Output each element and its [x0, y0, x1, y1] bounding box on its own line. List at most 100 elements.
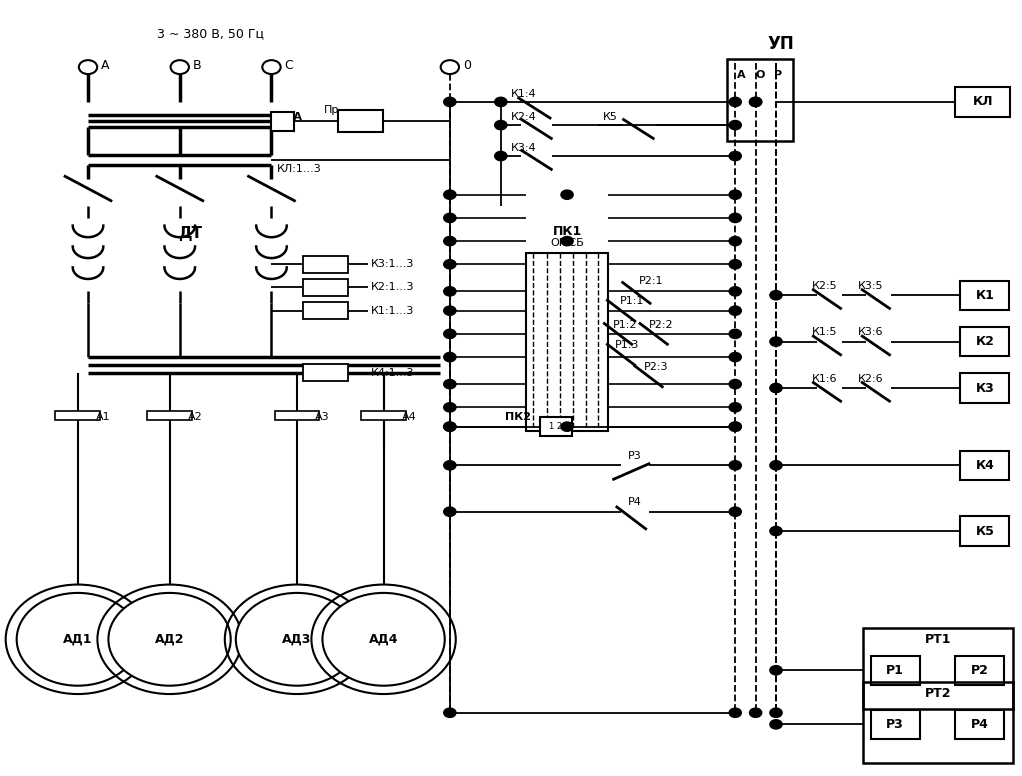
Text: О: О	[755, 70, 764, 80]
Circle shape	[444, 507, 456, 516]
Text: 1 2: 1 2	[549, 422, 562, 431]
Circle shape	[729, 352, 741, 362]
Bar	[961, 327, 1010, 356]
Bar	[304, 302, 347, 319]
Circle shape	[444, 213, 456, 223]
Text: Р3: Р3	[629, 451, 642, 461]
Circle shape	[444, 461, 456, 470]
Text: А: А	[737, 70, 746, 80]
Text: ПК2: ПК2	[505, 412, 530, 422]
Text: К3:5: К3:5	[857, 281, 883, 291]
Text: ДТ: ДТ	[178, 226, 202, 241]
Text: АД3: АД3	[282, 632, 312, 646]
Circle shape	[444, 352, 456, 362]
Circle shape	[729, 190, 741, 199]
Bar	[961, 373, 1010, 403]
Text: Р4: Р4	[971, 718, 988, 731]
Circle shape	[236, 593, 358, 686]
Circle shape	[444, 260, 456, 269]
Circle shape	[749, 97, 761, 106]
Text: Р2:3: Р2:3	[644, 362, 668, 372]
Text: К1:1...3: К1:1...3	[371, 306, 415, 316]
Text: ОМСБ: ОМСБ	[550, 238, 584, 248]
Text: К2:4: К2:4	[511, 113, 537, 123]
Text: К4: К4	[976, 459, 994, 472]
Circle shape	[770, 666, 782, 675]
Circle shape	[171, 61, 189, 74]
Circle shape	[561, 190, 573, 199]
Circle shape	[444, 306, 456, 315]
Text: АД4: АД4	[369, 632, 399, 646]
Circle shape	[770, 719, 782, 729]
Circle shape	[444, 422, 456, 431]
Bar	[961, 451, 1010, 480]
Text: К1:6: К1:6	[811, 374, 837, 383]
Circle shape	[561, 422, 573, 431]
Circle shape	[729, 379, 741, 389]
Circle shape	[729, 708, 741, 717]
Text: Р3: Р3	[886, 718, 904, 731]
Text: К2:6: К2:6	[857, 374, 883, 383]
Circle shape	[729, 403, 741, 412]
Circle shape	[444, 190, 456, 199]
Circle shape	[770, 708, 782, 717]
Circle shape	[729, 507, 741, 516]
Circle shape	[729, 237, 741, 246]
Text: К1:5: К1:5	[811, 327, 837, 338]
Bar	[147, 411, 192, 421]
Circle shape	[440, 61, 459, 74]
Text: А: А	[101, 59, 109, 72]
Circle shape	[444, 422, 456, 431]
Text: Р1:3: Р1:3	[615, 341, 640, 351]
Text: Р1: Р1	[886, 663, 904, 677]
Circle shape	[495, 97, 507, 106]
Text: КЛ:1...3: КЛ:1...3	[277, 165, 321, 174]
Text: А1: А1	[96, 412, 110, 422]
Text: Пр.: Пр.	[324, 106, 342, 116]
Circle shape	[729, 213, 741, 223]
Text: РТ2: РТ2	[925, 687, 951, 700]
Text: К3:1...3: К3:1...3	[371, 259, 415, 269]
Bar	[337, 110, 382, 132]
Circle shape	[729, 422, 741, 431]
Text: К3: К3	[976, 382, 994, 394]
Circle shape	[495, 120, 507, 130]
Text: Р2:1: Р2:1	[639, 276, 663, 286]
Circle shape	[770, 526, 782, 535]
Text: К5: К5	[976, 525, 994, 538]
Text: 3 ~ 380 В, 50 Гц: 3 ~ 380 В, 50 Гц	[156, 27, 264, 40]
Text: ПК1: ПК1	[553, 224, 582, 237]
Circle shape	[108, 593, 231, 686]
Text: К5: К5	[603, 113, 617, 123]
Text: РТ1: РТ1	[925, 632, 951, 646]
Text: КЛ: КЛ	[973, 95, 993, 109]
Circle shape	[749, 97, 761, 106]
Circle shape	[770, 383, 782, 393]
Bar	[956, 710, 1005, 739]
Circle shape	[561, 237, 573, 246]
Circle shape	[729, 306, 741, 315]
Text: К1: К1	[976, 289, 994, 302]
Circle shape	[729, 260, 741, 269]
Text: В: В	[193, 59, 201, 72]
Text: 0: 0	[463, 59, 471, 72]
Text: А4: А4	[402, 412, 417, 422]
Bar	[863, 628, 1014, 709]
Circle shape	[444, 708, 456, 717]
Circle shape	[444, 97, 456, 106]
Bar	[526, 253, 608, 431]
Bar	[275, 411, 320, 421]
Bar	[304, 256, 347, 273]
Text: К4:1...3: К4:1...3	[371, 368, 415, 378]
Text: Р1:1: Р1:1	[620, 296, 645, 307]
Circle shape	[323, 593, 445, 686]
Circle shape	[729, 422, 741, 431]
Circle shape	[729, 329, 741, 338]
Text: АД2: АД2	[154, 632, 184, 646]
Circle shape	[263, 61, 281, 74]
Bar	[863, 682, 1014, 763]
Circle shape	[770, 337, 782, 346]
Text: К2:5: К2:5	[811, 281, 837, 291]
Bar	[961, 280, 1010, 310]
Text: УП: УП	[768, 35, 794, 53]
